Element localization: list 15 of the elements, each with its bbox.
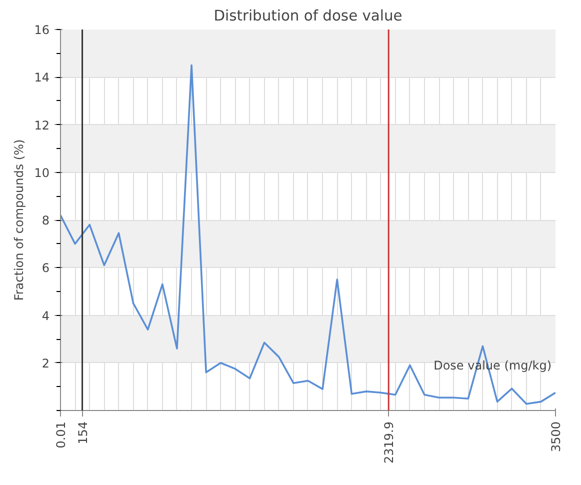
y-tick-label: 4: [42, 308, 50, 323]
y-tick-label: 6: [42, 261, 50, 276]
y-tick-label: 8: [42, 214, 50, 228]
y-tick-label: 12: [34, 118, 50, 132]
y-tick-label: 10: [34, 166, 50, 180]
line-series: [60, 64, 556, 405]
x-tick-label: 3500: [549, 421, 563, 452]
y-tick-label: 2: [42, 356, 50, 370]
x-tick-label: 0.01: [54, 422, 68, 448]
chart-title: Distribution of dose value: [214, 8, 402, 24]
y-tick-label: 14: [34, 70, 50, 85]
y-tick-label: 16: [34, 23, 50, 37]
y-axis-title: Fraction of compounds (%): [12, 139, 26, 301]
x-tick-label: 2319.9: [382, 421, 396, 464]
x-tick-label: 154: [76, 422, 90, 444]
